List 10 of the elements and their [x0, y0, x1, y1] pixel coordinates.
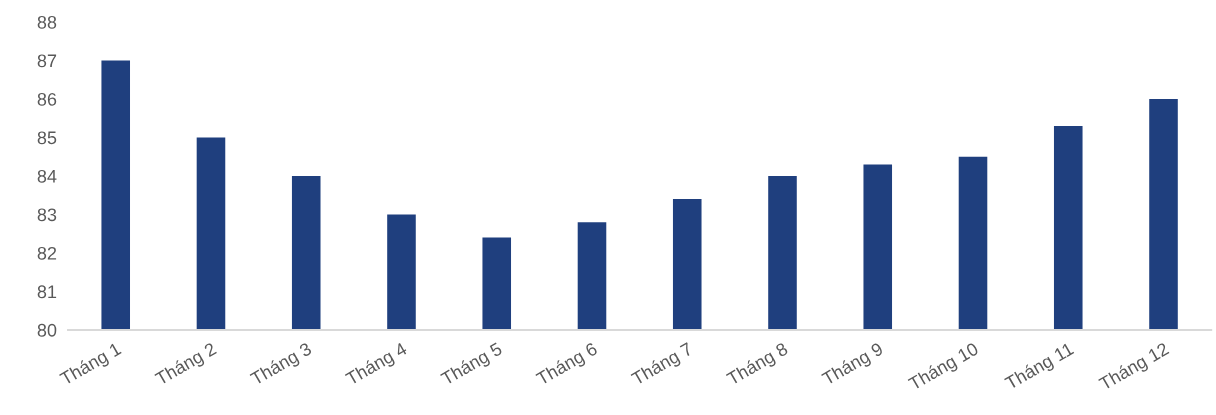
x-tick-label: Tháng 10 [907, 341, 981, 394]
y-tick-label: 85 [37, 131, 57, 145]
y-tick-label: 88 [37, 15, 57, 29]
y-tick-label: 81 [37, 285, 57, 299]
y-tick-label: 83 [37, 208, 57, 222]
y-tick-label: 84 [37, 169, 57, 183]
y-tick-label: 86 [37, 92, 57, 106]
y-tick-label: 80 [37, 323, 57, 337]
y-tick-label: 87 [37, 54, 57, 68]
y-tick-label: 82 [37, 246, 57, 260]
